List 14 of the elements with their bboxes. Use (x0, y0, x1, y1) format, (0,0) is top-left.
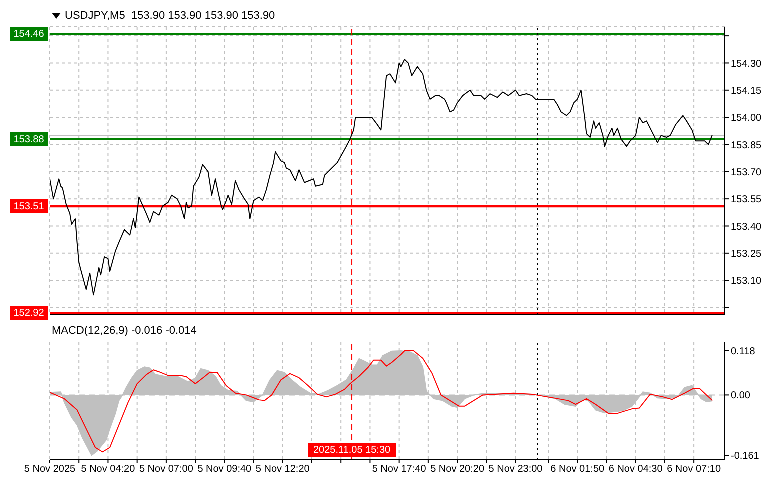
y-tick-label: 154.00 (731, 113, 762, 124)
y-tick-label: 153.10 (731, 276, 762, 288)
y-tick-label: 154.30 (731, 58, 762, 70)
y-tick-label: 153.70 (731, 167, 762, 178)
y-tick-label: 153.85 (731, 140, 762, 152)
ref-line-label: 154.46 (14, 28, 45, 40)
y-tick-label: 153.25 (731, 248, 762, 260)
ref-line-label: 152.92 (14, 308, 45, 319)
ref-line-label: 153.51 (14, 200, 45, 212)
y-tick-label: 154.15 (731, 86, 762, 97)
y-tick-label: 153.40 (731, 222, 762, 233)
ref-line-label: 153.88 (14, 134, 45, 145)
chart-title: USDJPY,M5 153.90 153.90 153.90 153.90 (65, 10, 276, 22)
y-tick-label: 153.55 (731, 194, 762, 206)
